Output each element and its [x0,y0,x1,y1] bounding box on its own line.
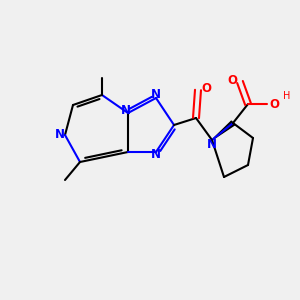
Text: N: N [151,148,161,161]
Polygon shape [212,121,235,140]
Text: N: N [207,137,217,151]
Text: N: N [55,128,65,142]
Text: O: O [227,74,237,86]
Text: N: N [121,104,131,118]
Text: O: O [201,82,211,94]
Text: O: O [269,98,279,110]
Text: H: H [283,91,290,101]
Text: N: N [151,88,161,101]
